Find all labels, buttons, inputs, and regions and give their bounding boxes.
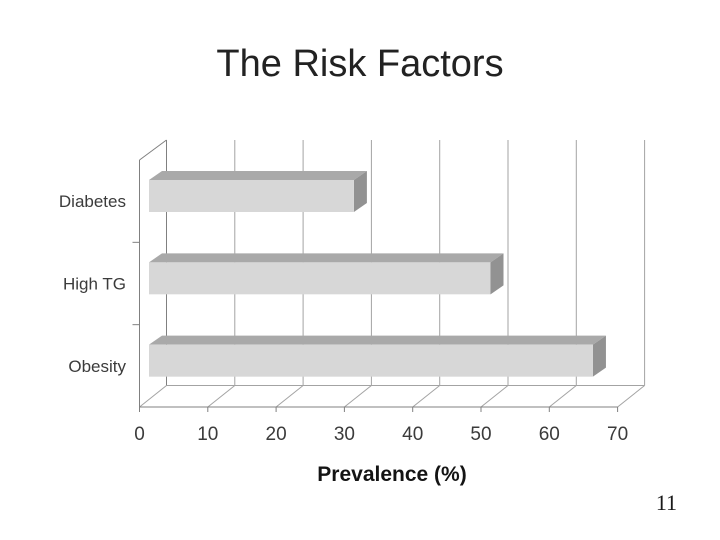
bar-top-face [149, 335, 606, 345]
floor-depth-tick [548, 385, 577, 408]
x-tick-label: 70 [607, 424, 628, 445]
x-tick-label: 60 [539, 424, 560, 445]
x-tick-label: 40 [402, 424, 423, 445]
floor-depth-tick [344, 385, 372, 408]
page-number: 11 [655, 490, 677, 515]
roof-left-edge [139, 139, 167, 161]
bar-side-face [353, 171, 367, 212]
x-tick-label: 10 [197, 424, 218, 445]
bar-top-face [149, 171, 367, 180]
category-label: High TG [63, 275, 126, 294]
x-tick-label: 50 [470, 424, 491, 445]
x-axis-title: Prevalence (%) [317, 463, 467, 486]
x-tick-label: 0 [134, 424, 145, 445]
category-label: Obesity [68, 357, 126, 376]
bar-side-face [490, 253, 504, 295]
x-tick-label: 20 [266, 424, 287, 445]
floor-depth-tick [480, 385, 509, 408]
bar-front-face [149, 180, 354, 212]
bar-top-face [149, 253, 504, 263]
bar-front-face [149, 344, 593, 377]
x-tick-label: 30 [334, 424, 355, 445]
floor-depth-tick [275, 385, 304, 408]
floor-depth-tick [139, 385, 167, 408]
floor-depth-tick [412, 385, 441, 408]
bar-side-face [592, 335, 606, 377]
bar-front-face [149, 262, 491, 295]
floor-depth-tick [617, 385, 645, 408]
category-label: Diabetes [59, 192, 126, 211]
slide-title: The Risk Factors [216, 43, 504, 85]
floor-depth-tick [207, 385, 236, 408]
